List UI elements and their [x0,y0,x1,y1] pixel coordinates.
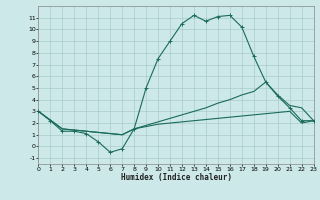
X-axis label: Humidex (Indice chaleur): Humidex (Indice chaleur) [121,173,231,182]
